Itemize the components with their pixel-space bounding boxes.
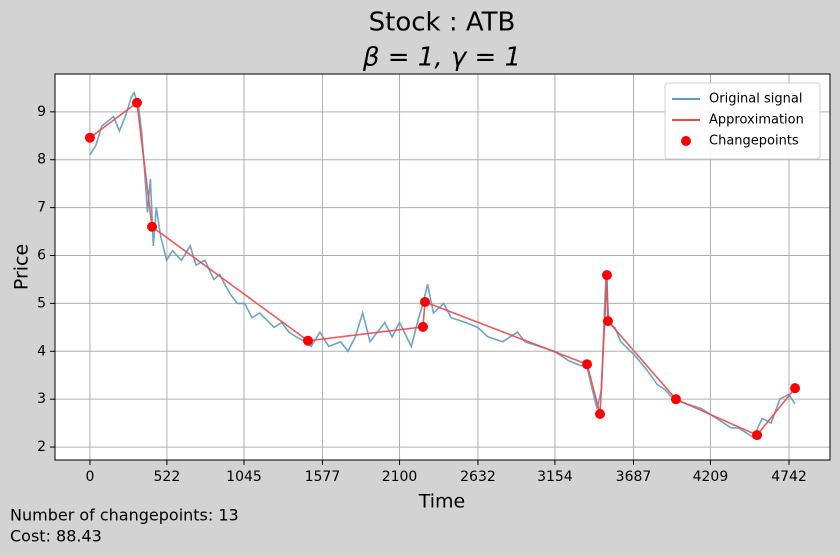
changepoint [752,430,763,441]
x-tick-label: 3154 [537,469,573,485]
y-tick-label: 8 [37,152,46,168]
changepoint [582,359,593,370]
legend-label: Original signal [709,92,802,107]
x-axis-label: Time [418,491,466,513]
annotation: Number of changepoints: 13 [10,506,239,525]
changepoint [420,296,431,307]
chart-subtitle: β = 1, γ = 1 [362,43,521,73]
x-tick-label: 3687 [616,469,652,485]
legend-label: Changepoints [709,134,799,149]
y-tick-label: 7 [37,200,46,216]
x-tick-label: 0 [85,469,94,485]
changepoint [131,97,142,108]
changepoint [601,270,612,281]
changepoint [147,221,158,232]
changepoint [84,132,95,143]
x-tick-label: 2632 [460,469,496,485]
y-tick-label: 5 [37,295,46,311]
y-tick-label: 9 [37,104,46,120]
legend-label: Approximation [709,113,804,128]
chart-title: Stock : ATB [369,8,516,38]
changepoint [417,321,428,332]
changepoint [302,335,313,346]
x-tick-label: 4209 [693,469,729,485]
x-tick-label: 1045 [226,469,262,485]
y-tick-label: 6 [37,248,46,264]
plot-frame [54,73,831,461]
y-tick-label: 4 [37,343,46,359]
y-tick-label: 3 [37,391,46,407]
changepoint [670,394,681,405]
x-tick-label: 2100 [382,469,418,485]
y-tick-label: 2 [37,439,46,455]
legend-box [664,82,821,160]
x-tick-label: 4742 [771,469,807,485]
series-line [89,90,796,439]
changepoint [790,383,801,394]
legend-marker [681,136,691,146]
x-tick-label: 1577 [305,469,341,485]
changepoint [595,409,606,420]
x-tick-label: 522 [154,469,181,485]
changepoint [602,316,613,327]
annotation: Cost: 88.43 [10,527,102,546]
y-axis-label: Price [11,244,33,290]
legend: Original signal Approximation Changepoints [664,82,821,160]
